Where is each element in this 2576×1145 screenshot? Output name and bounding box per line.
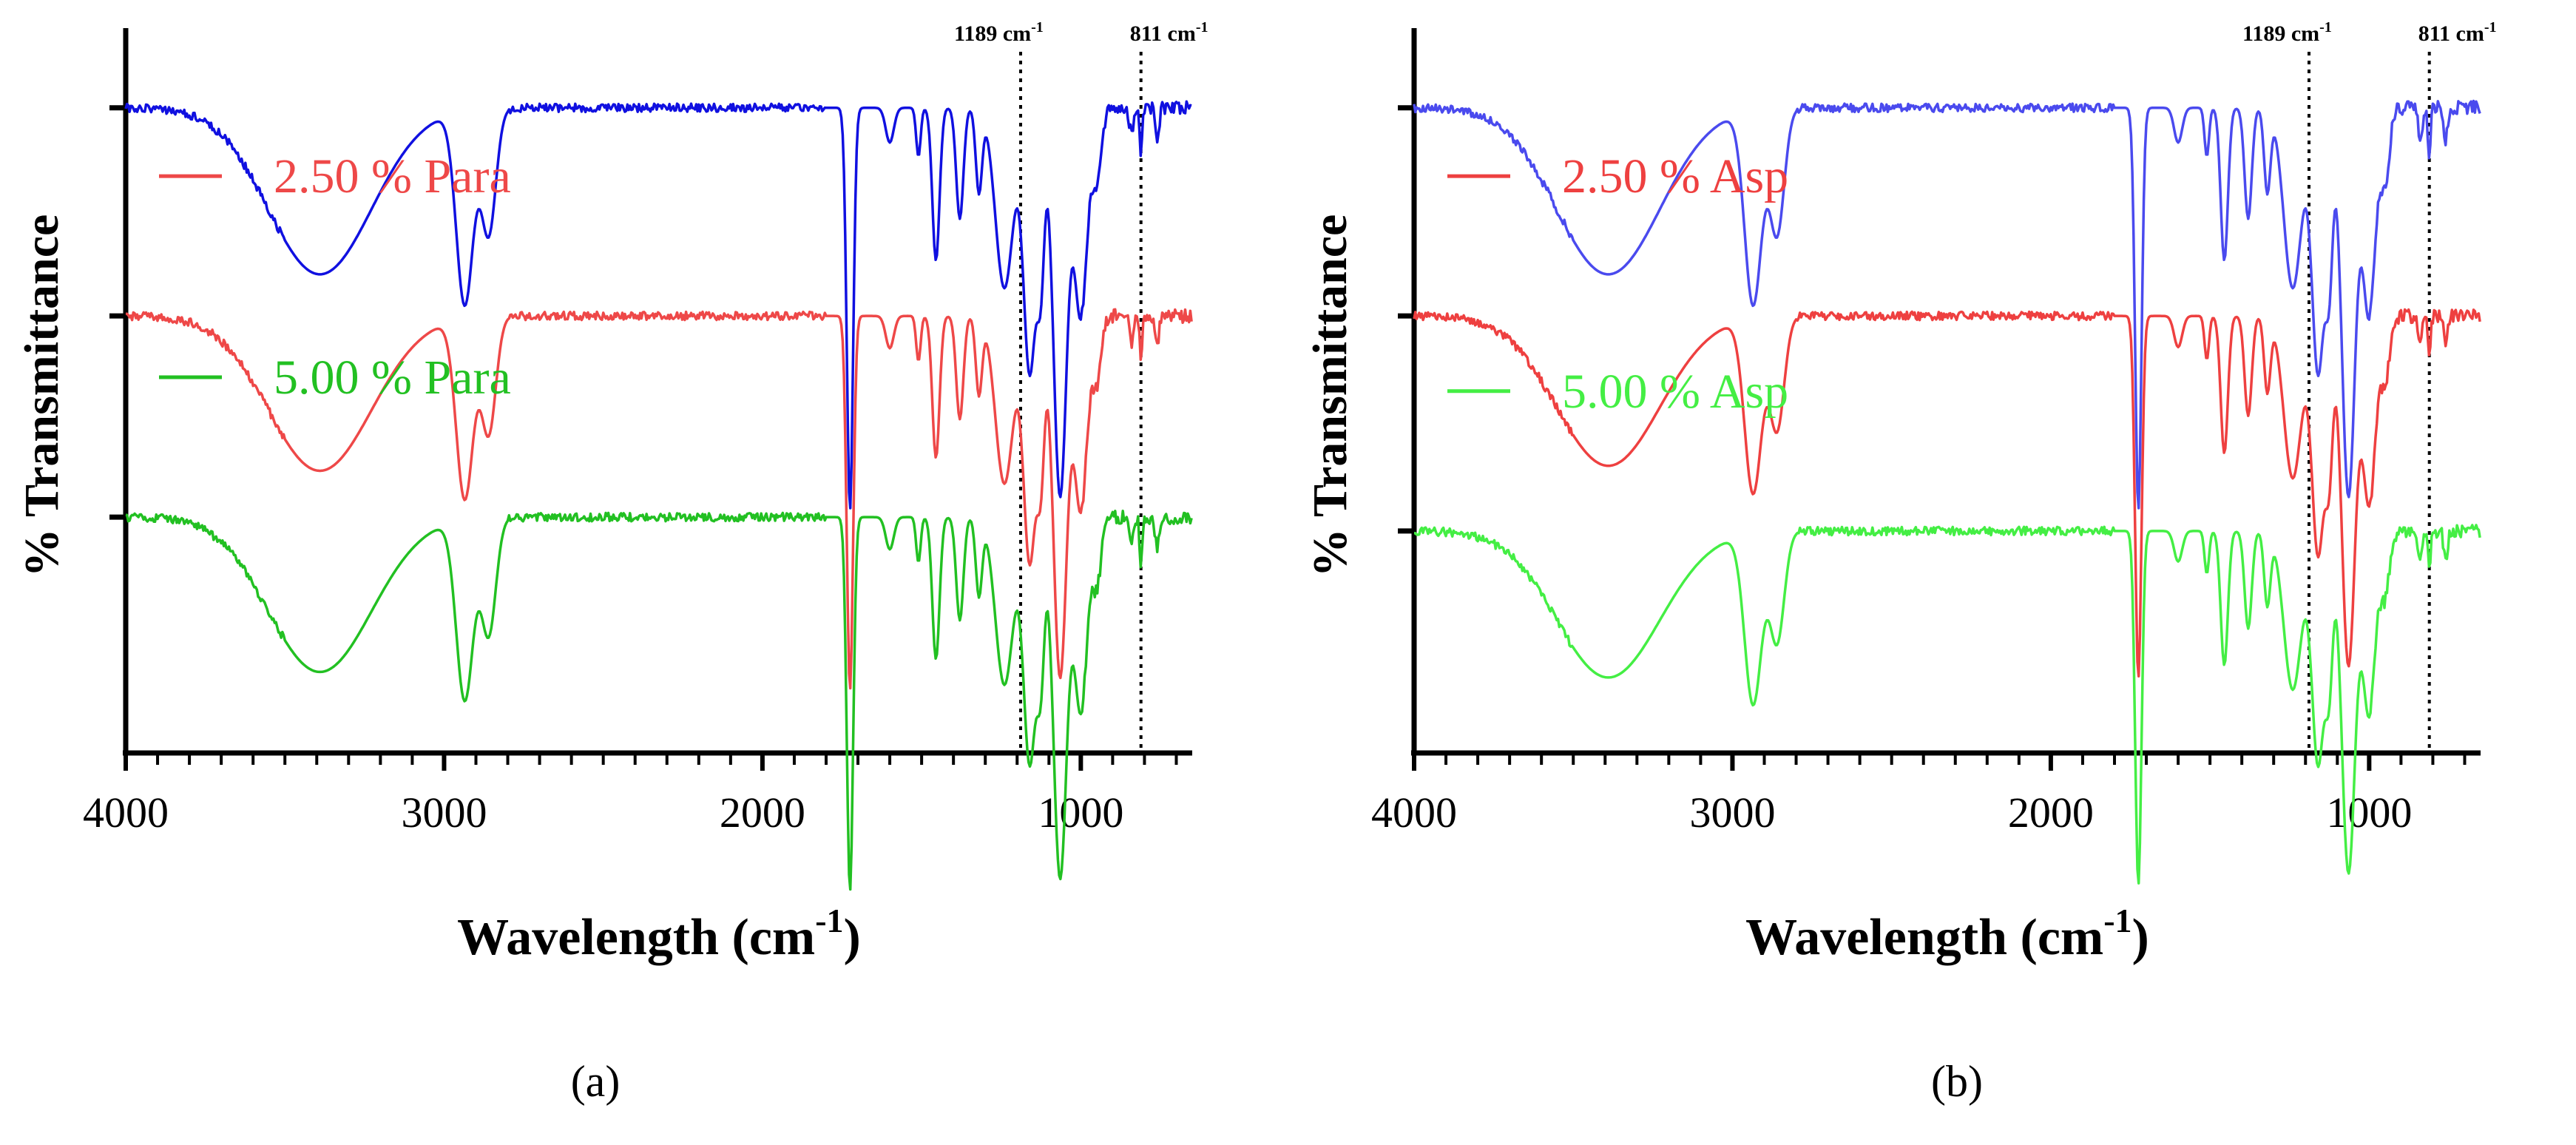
x-axis-label: Wavelength (cm-1) bbox=[457, 902, 861, 966]
reference-label-811: 811 cm-1 bbox=[1130, 19, 1208, 46]
y-axis-label: % Transmittance bbox=[1303, 215, 1357, 578]
legend-label-2: 2.50 % Asp bbox=[1562, 149, 1788, 203]
series-line-2 bbox=[1413, 308, 2481, 678]
legend-label-3: 5.00 % Para bbox=[274, 351, 511, 405]
x-tick-label: 3000 bbox=[401, 788, 487, 837]
chart-panel-a: 4000 3000 2000 1000 Wavelength (cm-1) % Trans… bbox=[15, 19, 1208, 966]
x-axis-label: Wavelength (cm-1) bbox=[1745, 902, 2149, 966]
x-tick-label: 2000 bbox=[2008, 788, 2094, 837]
x-tick-label: 1000 bbox=[1038, 788, 1123, 837]
series-line-3 bbox=[125, 510, 1193, 891]
chart-panel-b: 4000 3000 2000 1000 Wavelength (cm-1) % Trans… bbox=[1288, 0, 2576, 1145]
series-line-2 bbox=[125, 308, 1193, 690]
series-line-3 bbox=[1413, 524, 2481, 885]
x-tick-label: 3000 bbox=[1689, 788, 1775, 837]
series-line-1 bbox=[1413, 99, 2481, 510]
chart-a-svg: 4000 3000 2000 1000 Wavelength (cm-1) % Trans… bbox=[15, 19, 1208, 966]
x-tick-label: 1000 bbox=[2326, 788, 2412, 837]
reference-label-811: 811 cm-1 bbox=[2418, 19, 2497, 46]
panel-label-b: (b) bbox=[1931, 1057, 1983, 1106]
legend-label-2: 2.50 % Para bbox=[274, 149, 511, 203]
series-line-1 bbox=[124, 100, 1192, 510]
x-tick-label: 4000 bbox=[83, 788, 169, 837]
y-axis-label: % Transmittance bbox=[15, 215, 69, 578]
x-tick-label: 4000 bbox=[1371, 788, 1457, 837]
reference-label-1189: 1189 cm-1 bbox=[954, 19, 1044, 46]
legend-label-3: 5.00 % Asp bbox=[1562, 365, 1788, 419]
reference-label-1189: 1189 cm-1 bbox=[2242, 19, 2332, 46]
panel-label-a: (a) bbox=[570, 1057, 621, 1106]
chart-b-svg: 4000 3000 2000 1000 Wavelength (cm-1) % Trans… bbox=[1303, 19, 2497, 966]
x-tick-label: 2000 bbox=[720, 788, 805, 837]
